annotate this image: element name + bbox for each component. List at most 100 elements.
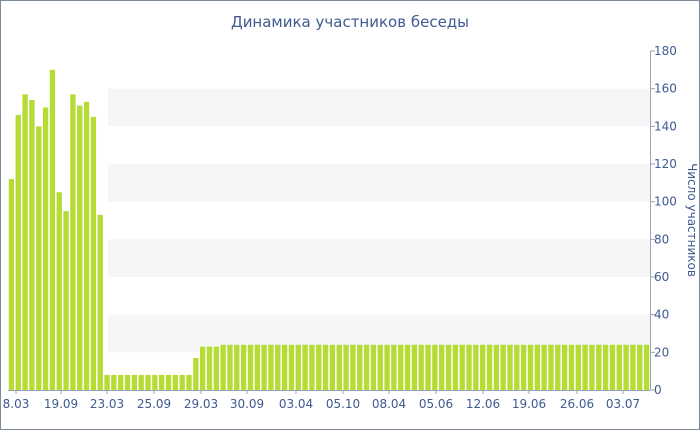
grid-band [108,164,650,202]
y-tick-label: 120 [654,157,677,171]
y-tick-label: 100 [654,195,677,209]
x-tick-label: 23.03 [90,397,124,411]
bar [609,344,616,390]
x-tick-label: 19.06 [512,397,546,411]
bar [77,105,83,391]
bar [630,344,636,390]
bar [138,374,144,390]
bar [118,374,124,390]
bar [411,344,418,390]
x-tick-label: 03.04 [279,397,313,411]
bar [131,374,138,390]
bar [227,344,233,390]
bar [234,344,240,390]
bar [486,344,493,390]
bar [193,357,199,390]
bar [425,344,431,390]
bar [254,344,260,390]
grid-bands [108,88,650,353]
bar [500,344,506,390]
bar [343,344,349,390]
x-tick-label: 25.09 [137,397,171,411]
x-tick-label: 08.04 [372,397,406,411]
chart-title: Динамика участников беседы [230,13,470,31]
bar [309,344,315,390]
bar [29,99,35,390]
bar [596,344,602,390]
x-tick-label: 12.06 [466,397,500,411]
bar [145,374,151,390]
bar [459,344,465,390]
bar [561,344,568,390]
y-tick-label: 140 [654,119,677,133]
bar [520,344,527,390]
bar [261,344,267,390]
bar [63,211,69,390]
bar [466,344,472,390]
bar [275,344,281,390]
bar [49,69,56,390]
bar [398,344,404,390]
bar [36,126,42,390]
bar [548,344,554,390]
bar [602,344,609,390]
bar [527,344,534,390]
y-tick-label: 180 [654,44,677,58]
bar [507,344,513,390]
axes [8,51,651,391]
bar [439,344,445,390]
bar [589,344,595,390]
y-tick-label: 60 [654,270,669,284]
bar [336,344,342,390]
y-tick-label: 160 [654,82,677,96]
bar [357,344,363,390]
bar [541,344,547,390]
bar [186,374,192,390]
x-tick-labels: 8.03 19.09 23.03 25.09 29.03 30.09 03.04 05.10 0… [3,390,640,411]
bar [302,344,308,390]
bar [268,344,274,390]
y-tick-label: 40 [654,308,669,322]
bar [220,344,226,390]
bar [322,344,329,390]
bar [159,374,165,390]
bar [199,346,206,390]
x-tick-label: 05.06 [419,397,453,411]
bar [445,344,452,390]
bar [90,116,97,391]
x-tick-label: 30.09 [230,397,264,411]
bar [70,94,76,390]
bar [56,192,62,390]
bar [391,344,397,390]
x-tick-label: 19.09 [44,397,78,411]
bar [555,344,561,390]
x-tick-label: 29.03 [184,397,218,411]
bar [152,374,158,390]
y-tick-label: 80 [654,232,669,246]
bar [350,344,356,390]
y-tick-labels: 0 20 40 60 80 100 120 140 160 180 [650,44,677,397]
bar [473,344,479,390]
bar [165,374,172,390]
bar [206,346,213,390]
y-axis-label: Число участников [685,163,699,277]
bar [295,344,301,390]
bar [582,344,588,390]
bar [329,344,336,390]
bar [247,344,254,390]
bars [8,69,650,391]
bar [480,344,486,390]
bar [514,344,520,390]
y-tick-label: 20 [654,345,669,359]
bar [97,214,103,390]
bar [240,344,247,390]
bar [104,374,110,390]
bar [281,344,288,390]
bar [575,344,581,390]
bar [534,344,540,390]
bar [643,344,650,390]
bar [316,344,322,390]
bar [568,344,575,390]
bar [124,374,131,390]
